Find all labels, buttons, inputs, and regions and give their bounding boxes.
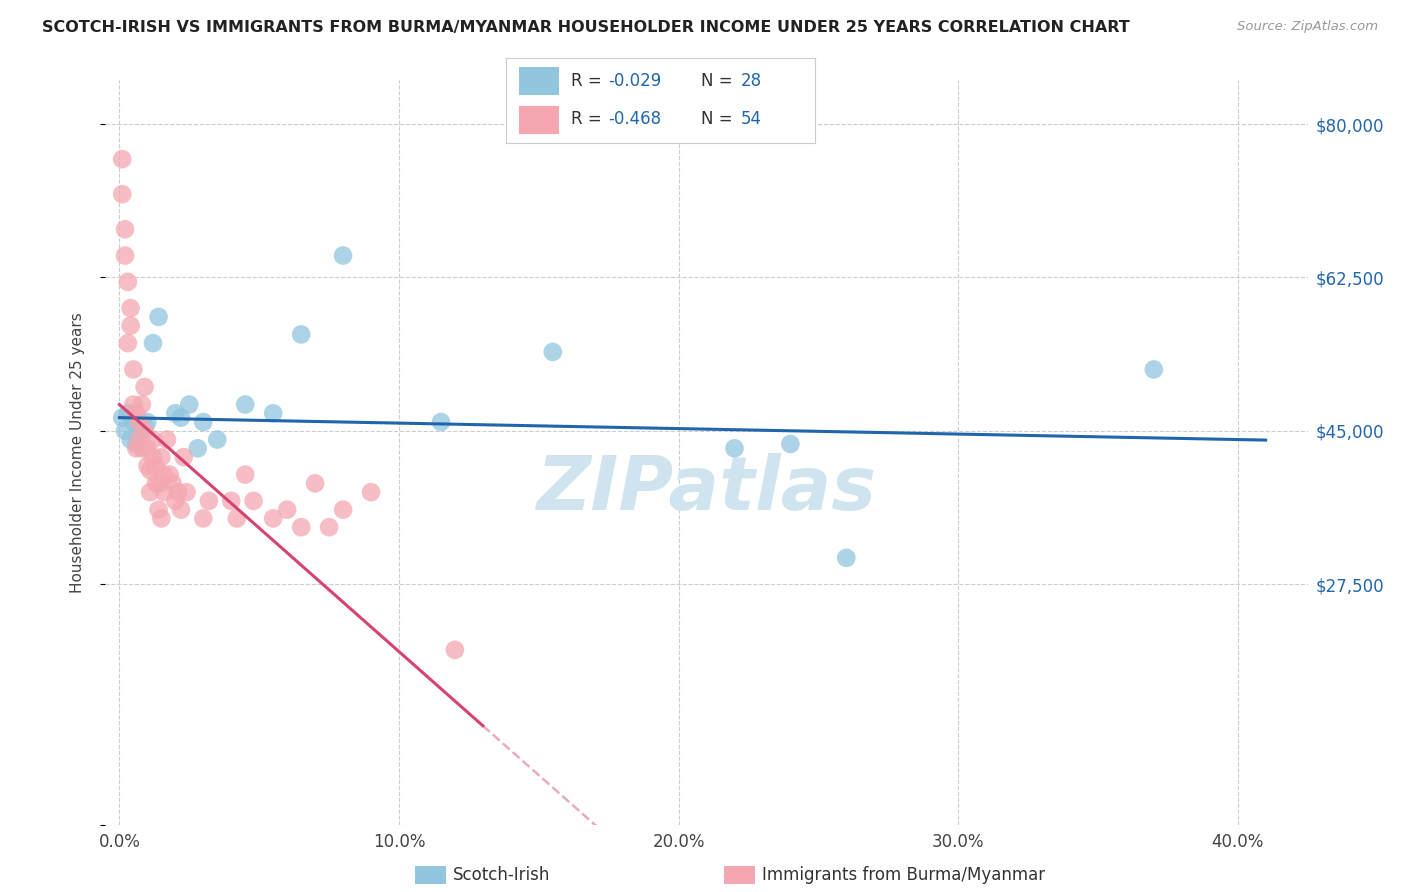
Point	[162, 476, 184, 491]
Point	[176, 485, 198, 500]
Point	[125, 442, 148, 456]
Point	[136, 442, 159, 456]
Point	[360, 485, 382, 500]
Text: R =: R =	[571, 72, 607, 90]
Point	[332, 248, 354, 262]
Point	[242, 494, 264, 508]
Point	[318, 520, 340, 534]
Text: -0.468: -0.468	[609, 111, 661, 128]
Point	[193, 415, 215, 429]
Point	[290, 327, 312, 342]
Text: N =: N =	[702, 72, 738, 90]
Point	[150, 511, 173, 525]
Point	[148, 476, 170, 491]
Text: N =: N =	[702, 111, 738, 128]
Point	[142, 433, 165, 447]
Point	[117, 275, 139, 289]
Point	[117, 406, 139, 420]
Point	[120, 318, 142, 333]
Point	[444, 643, 467, 657]
Point	[304, 476, 326, 491]
Point	[145, 476, 167, 491]
Point	[219, 494, 242, 508]
Point	[541, 345, 564, 359]
Point	[114, 222, 136, 236]
Point	[145, 458, 167, 473]
Point	[125, 406, 148, 420]
Point	[131, 442, 153, 456]
Point	[165, 494, 187, 508]
Point	[159, 467, 181, 482]
Point	[122, 362, 145, 376]
Y-axis label: Householder Income Under 25 years: Householder Income Under 25 years	[70, 312, 84, 593]
Point	[276, 502, 298, 516]
Point	[167, 485, 190, 500]
Point	[128, 415, 150, 429]
Point	[120, 433, 142, 447]
Point	[142, 450, 165, 464]
Point	[207, 433, 229, 447]
Point	[153, 467, 176, 482]
Point	[128, 415, 150, 429]
Text: R =: R =	[571, 111, 607, 128]
Point	[153, 485, 176, 500]
Point	[117, 336, 139, 351]
Point	[150, 450, 173, 464]
Point	[128, 433, 150, 447]
Point	[723, 442, 745, 456]
Point	[136, 458, 159, 473]
Point	[111, 410, 134, 425]
Point	[111, 187, 134, 202]
Text: ZIPatlas: ZIPatlas	[537, 453, 876, 526]
Point	[233, 397, 256, 411]
Point	[835, 550, 858, 565]
Point	[136, 415, 159, 429]
Point	[262, 511, 284, 525]
Point	[122, 415, 145, 429]
Point	[148, 310, 170, 324]
Text: Source: ZipAtlas.com: Source: ZipAtlas.com	[1237, 20, 1378, 33]
Point	[134, 424, 156, 438]
Point	[114, 424, 136, 438]
Point	[170, 502, 193, 516]
Point	[139, 485, 162, 500]
Point	[111, 152, 134, 166]
Text: SCOTCH-IRISH VS IMMIGRANTS FROM BURMA/MYANMAR HOUSEHOLDER INCOME UNDER 25 YEARS : SCOTCH-IRISH VS IMMIGRANTS FROM BURMA/MY…	[42, 20, 1130, 35]
Point	[156, 433, 179, 447]
Point	[120, 301, 142, 315]
FancyBboxPatch shape	[519, 106, 558, 134]
Point	[122, 397, 145, 411]
Point	[1143, 362, 1166, 376]
Point	[779, 437, 801, 451]
Text: 54: 54	[741, 111, 762, 128]
Point	[430, 415, 453, 429]
Point	[173, 450, 195, 464]
Point	[290, 520, 312, 534]
Point	[198, 494, 221, 508]
Point	[262, 406, 284, 420]
Point	[131, 397, 153, 411]
Text: Immigrants from Burma/Myanmar: Immigrants from Burma/Myanmar	[762, 866, 1045, 884]
Point	[170, 410, 193, 425]
Text: -0.029: -0.029	[609, 72, 661, 90]
Point	[225, 511, 247, 525]
Text: 28: 28	[741, 72, 762, 90]
Point	[142, 336, 165, 351]
Point	[139, 463, 162, 477]
Point	[114, 248, 136, 262]
Point	[233, 467, 256, 482]
Point	[125, 437, 148, 451]
Text: Scotch-Irish: Scotch-Irish	[453, 866, 550, 884]
FancyBboxPatch shape	[519, 67, 558, 95]
Point	[134, 419, 156, 434]
Point	[179, 397, 201, 411]
Point	[134, 380, 156, 394]
Point	[165, 406, 187, 420]
Point	[187, 442, 209, 456]
Point	[193, 511, 215, 525]
Point	[332, 502, 354, 516]
Point	[131, 424, 153, 438]
Point	[148, 502, 170, 516]
